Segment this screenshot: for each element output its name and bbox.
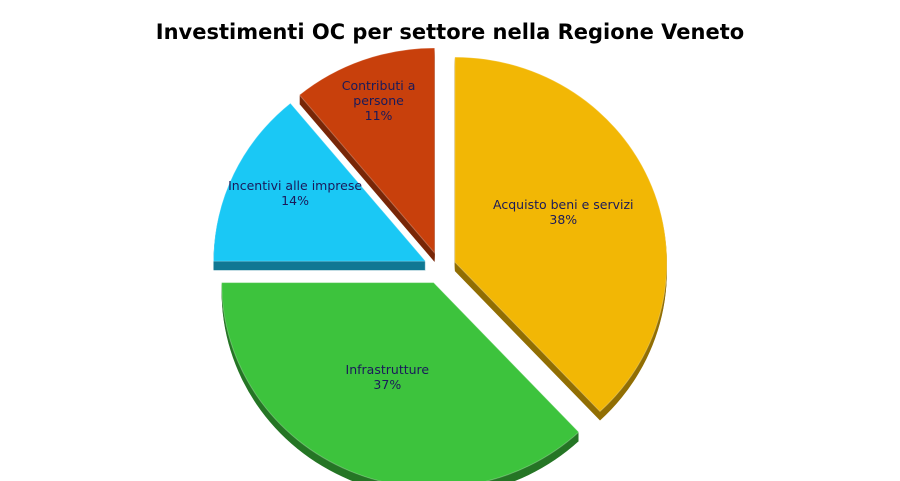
label-box: Contributi a persone 11% (329, 78, 429, 123)
label-box: Infrastrutture 37% (297, 362, 477, 392)
value-label: 14% (281, 192, 309, 208)
slice (298, 47, 436, 255)
value-label: 38% (549, 211, 578, 227)
slice (454, 56, 668, 413)
slice (221, 282, 580, 481)
pie (213, 47, 668, 481)
category-label: Infrastrutture (345, 362, 430, 378)
label-box: Incentivi alle imprese 14% (215, 178, 375, 208)
category-label: Incentivi alle imprese (228, 177, 363, 193)
label-box: Acquisto beni e servizi 38% (473, 197, 653, 227)
chart-title: Investimenti OC per settore nella Region… (156, 20, 744, 44)
slice (213, 102, 427, 262)
value-label: 37% (373, 377, 402, 393)
category-label: Contributi a persone (341, 78, 416, 109)
value-label: 11% (364, 108, 393, 124)
category-label: Acquisto beni e servizi (493, 196, 634, 212)
